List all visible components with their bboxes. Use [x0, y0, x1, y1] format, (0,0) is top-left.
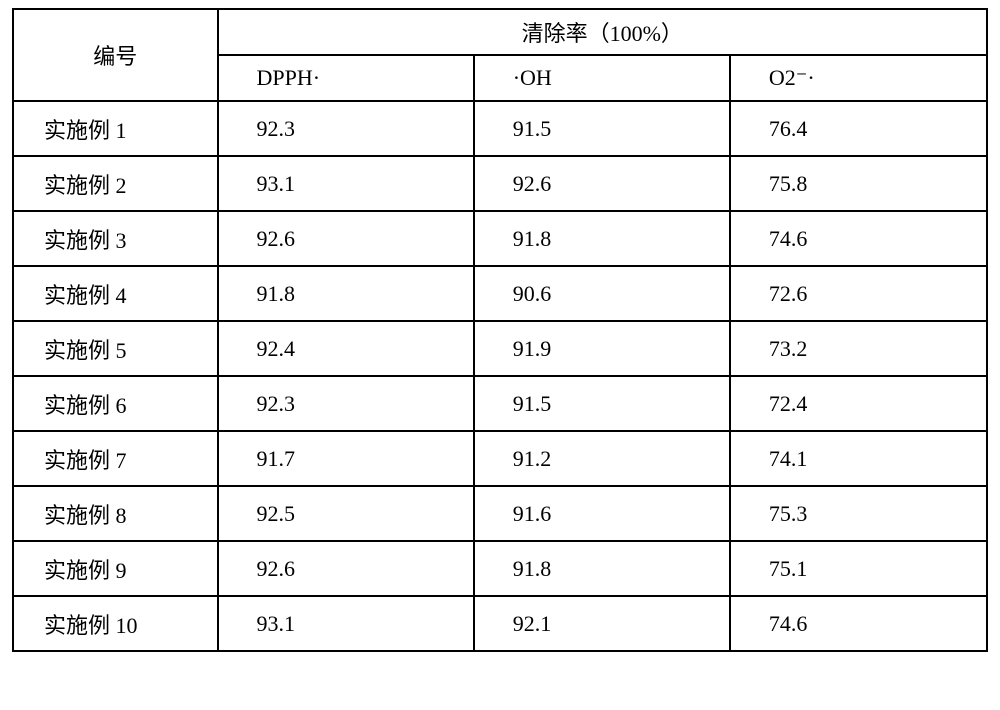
- cell-o2: 74.1: [730, 431, 987, 486]
- cell-dpph: 93.1: [218, 156, 474, 211]
- table-row: 实施例 7 91.7 91.2 74.1: [13, 431, 987, 486]
- cell-o2: 74.6: [730, 596, 987, 651]
- cell-oh: 92.6: [474, 156, 730, 211]
- table-row: 实施例 10 93.1 92.1 74.6: [13, 596, 987, 651]
- cell-o2: 75.8: [730, 156, 987, 211]
- table-body: 实施例 1 92.3 91.5 76.4 实施例 2 93.1 92.6 75.…: [13, 101, 987, 651]
- cell-dpph: 92.3: [218, 376, 474, 431]
- col-header-dpph: DPPH·: [218, 55, 474, 101]
- row-label: 实施例 1: [13, 101, 218, 156]
- cell-dpph: 92.3: [218, 101, 474, 156]
- cell-dpph: 92.5: [218, 486, 474, 541]
- row-label: 实施例 6: [13, 376, 218, 431]
- cell-dpph: 91.7: [218, 431, 474, 486]
- cell-oh: 91.9: [474, 321, 730, 376]
- table-row: 实施例 3 92.6 91.8 74.6: [13, 211, 987, 266]
- row-label: 实施例 7: [13, 431, 218, 486]
- cell-o2: 72.4: [730, 376, 987, 431]
- cell-dpph: 91.8: [218, 266, 474, 321]
- cell-o2: 72.6: [730, 266, 987, 321]
- row-label: 实施例 10: [13, 596, 218, 651]
- cell-dpph: 93.1: [218, 596, 474, 651]
- cell-oh: 91.5: [474, 376, 730, 431]
- table-row: 实施例 8 92.5 91.6 75.3: [13, 486, 987, 541]
- row-header-label: 编号: [13, 9, 218, 101]
- cell-oh: 91.8: [474, 211, 730, 266]
- row-label: 实施例 5: [13, 321, 218, 376]
- row-label: 实施例 4: [13, 266, 218, 321]
- cell-o2: 74.6: [730, 211, 987, 266]
- table-row: 实施例 5 92.4 91.9 73.2: [13, 321, 987, 376]
- col-header-o2: O2⁻·: [730, 55, 987, 101]
- cell-dpph: 92.4: [218, 321, 474, 376]
- table-row: 实施例 9 92.6 91.8 75.1: [13, 541, 987, 596]
- cell-dpph: 92.6: [218, 541, 474, 596]
- row-label: 实施例 2: [13, 156, 218, 211]
- group-header-label: 清除率（100%）: [218, 9, 987, 55]
- cell-oh: 91.8: [474, 541, 730, 596]
- row-label: 实施例 9: [13, 541, 218, 596]
- cell-oh: 91.2: [474, 431, 730, 486]
- cell-o2: 75.3: [730, 486, 987, 541]
- table-row: 实施例 4 91.8 90.6 72.6: [13, 266, 987, 321]
- cell-oh: 90.6: [474, 266, 730, 321]
- col-header-oh: ·OH: [474, 55, 730, 101]
- data-table: 编号 清除率（100%） DPPH· ·OH O2⁻· 实施例 1 92.3 9…: [12, 8, 988, 652]
- row-label: 实施例 3: [13, 211, 218, 266]
- row-label: 实施例 8: [13, 486, 218, 541]
- cell-o2: 76.4: [730, 101, 987, 156]
- cell-o2: 73.2: [730, 321, 987, 376]
- cell-dpph: 92.6: [218, 211, 474, 266]
- table-row: 实施例 2 93.1 92.6 75.8: [13, 156, 987, 211]
- cell-oh: 91.6: [474, 486, 730, 541]
- table-row: 实施例 1 92.3 91.5 76.4: [13, 101, 987, 156]
- table-row: 实施例 6 92.3 91.5 72.4: [13, 376, 987, 431]
- cell-oh: 92.1: [474, 596, 730, 651]
- cell-o2: 75.1: [730, 541, 987, 596]
- cell-oh: 91.5: [474, 101, 730, 156]
